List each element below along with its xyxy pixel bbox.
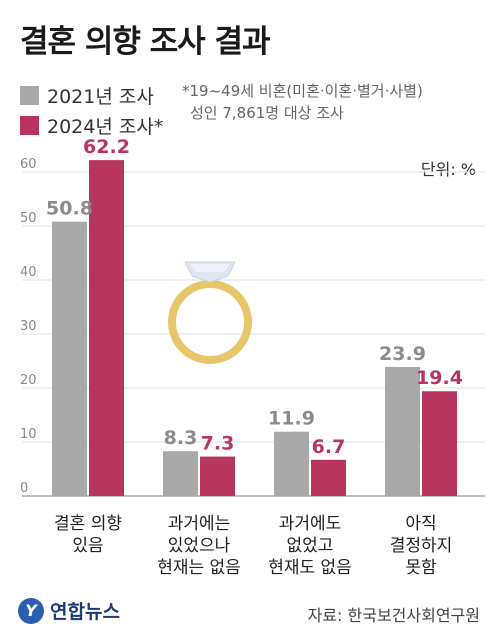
ring-diamond-facet (190, 264, 230, 272)
bar-value-label: 19.4 (416, 367, 463, 389)
survey-note: *19~49세 비혼(미혼·이혼·별거·사별) 성인 7,861명 대상 조사 (182, 80, 482, 124)
category-label-line: 현재는 없음 (157, 558, 241, 578)
bar-2021 (163, 451, 198, 496)
category-label: 결혼 의향 있음 (33, 513, 143, 557)
bar-2021 (274, 431, 309, 496)
agency-logo: Y 연합뉴스 (18, 597, 120, 624)
bar-value-label: 62.2 (83, 136, 130, 158)
y-tick-label: 40 (20, 265, 37, 280)
category-label-line: 과거에도 (278, 514, 342, 534)
bar-value-label: 7.3 (201, 433, 235, 455)
bar-value-label: 6.7 (312, 436, 346, 458)
bar-value-label: 50.8 (46, 198, 93, 220)
y-tick-label: 10 (20, 427, 37, 442)
category-label-line: 현재도 없음 (268, 558, 352, 578)
agency-logo-icon: Y (18, 597, 44, 624)
survey-note-line-2: 성인 7,861명 대상 조사 (190, 104, 344, 122)
y-tick-label: 30 (20, 319, 37, 334)
y-tick-label: 0 (20, 481, 28, 496)
bar-value-label: 8.3 (164, 427, 198, 449)
category-label: 과거에는 있었으나 현재는 없음 (144, 513, 254, 579)
bar-2024 (89, 160, 124, 496)
legend-swatch-2024 (20, 115, 39, 135)
y-tick-label: 50 (20, 211, 37, 226)
bar-value-label: 11.9 (268, 408, 315, 430)
ring-illustration (168, 261, 252, 364)
bar-2021 (385, 366, 420, 496)
category-label-line: 없었고 (286, 536, 334, 556)
category-label-line: 과거에는 (167, 514, 231, 534)
chart-title: 결혼 의향 조사 결과 (20, 24, 271, 60)
category-label-line: 결혼 의향 (54, 514, 122, 534)
category-label-line: 아직 (405, 514, 437, 534)
ring-band (168, 280, 252, 364)
legend-item-2021: 2021년 조사 (20, 80, 163, 110)
legend-label-2024: 2024년 조사* (47, 115, 164, 138)
legend-item-2024: 2024년 조사* (20, 110, 163, 140)
bar-2024 (311, 459, 346, 496)
y-tick-label: 60 (20, 157, 37, 172)
survey-note-line-1: *19~49세 비혼(미혼·이혼·별거·사별) (182, 82, 423, 100)
bar-2021 (52, 221, 87, 496)
source-credit: 자료: 한국보건사회연구원 (307, 606, 480, 625)
category-label: 과거에도 없었고 현재도 없음 (255, 513, 365, 579)
category-label-line: 못함 (405, 558, 437, 578)
category-label-line: 있음 (72, 536, 104, 556)
agency-logo-text: 연합뉴스 (50, 601, 120, 623)
bar-2024 (200, 456, 235, 496)
legend-swatch-2021 (20, 85, 39, 105)
unit-label: 단위: % (420, 160, 476, 179)
legend-label-2021: 2021년 조사 (47, 85, 154, 108)
bar-value-label: 23.9 (379, 343, 426, 365)
category-label-line: 있었으나 (167, 536, 231, 556)
bar-2024 (422, 391, 457, 496)
legend: 2021년 조사 2024년 조사* (20, 80, 163, 140)
category-label-line: 결정하지 (389, 536, 453, 556)
y-tick-label: 20 (20, 373, 37, 388)
category-label: 아직 결정하지 못함 (366, 513, 476, 579)
